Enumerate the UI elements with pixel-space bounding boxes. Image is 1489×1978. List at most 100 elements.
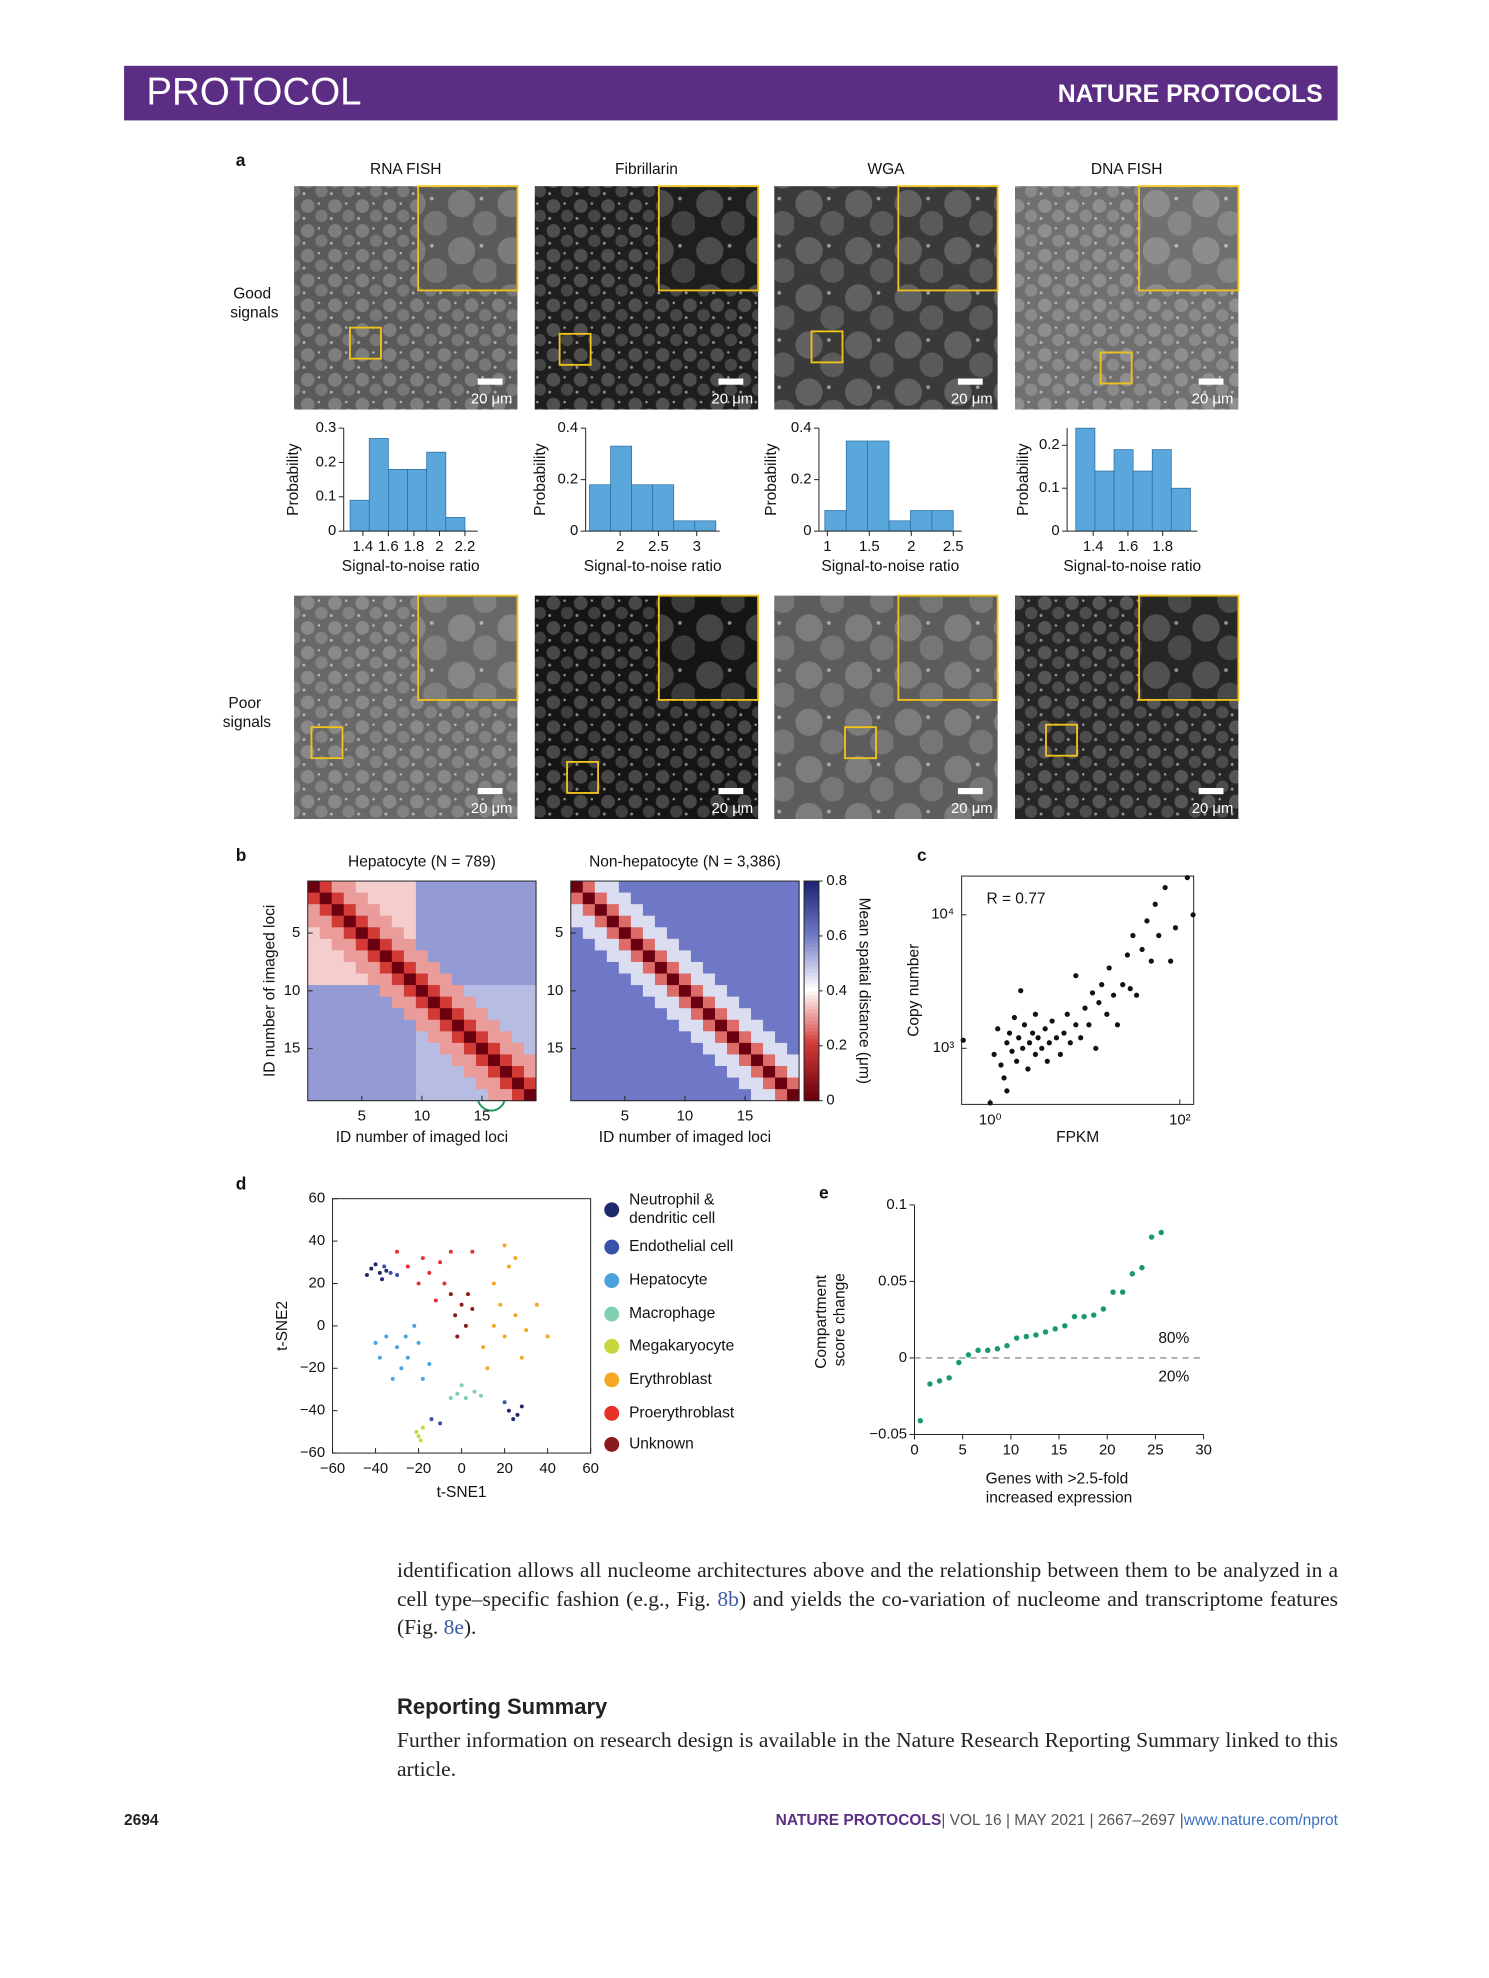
x-tick-label: 20 <box>496 1461 513 1477</box>
heatmap-cell <box>439 1065 453 1079</box>
y-tick-label: 0.05 <box>878 1273 907 1289</box>
heatmap-cell <box>678 950 692 963</box>
column-title: RNA FISH <box>370 161 441 178</box>
heatmap-cell <box>582 973 596 986</box>
heatmap-cell <box>307 1031 321 1044</box>
scatter-point <box>534 1302 539 1307</box>
heatmap-cell <box>570 1077 584 1090</box>
heatmap-cell <box>379 1019 393 1032</box>
paragraph: Further information on research design i… <box>397 1728 1338 1781</box>
x-axis-label: FPKM <box>1056 1129 1099 1146</box>
scatter-point <box>1014 1058 1020 1064</box>
x-tick-label: 2 <box>616 539 624 555</box>
colorbar-segment <box>804 1086 819 1091</box>
x-tick-label: 3 <box>693 539 701 555</box>
heatmap-cell <box>751 996 764 1009</box>
scatter-point <box>502 1334 507 1339</box>
scale-bar-label: 20 μm <box>951 801 993 817</box>
footer-url[interactable]: www.nature.com/nprot <box>1183 1812 1338 1829</box>
heatmap-cell <box>415 904 429 917</box>
heatmap-cell <box>451 1008 465 1021</box>
colorbar-segment <box>804 968 819 974</box>
heatmap-cell <box>666 938 680 951</box>
heatmap-cell <box>403 927 417 940</box>
heatmap-cell <box>524 1065 537 1079</box>
heatmap-cell <box>594 1077 608 1090</box>
heatmap-cell <box>403 1065 417 1079</box>
heatmap-cell <box>642 961 656 975</box>
heatmap-cell <box>512 961 525 975</box>
heatmap-cell <box>702 961 716 975</box>
heatmap-cell <box>427 1065 441 1079</box>
scatter-point <box>1082 1005 1088 1011</box>
heatmap-cell <box>415 915 429 928</box>
scatter-point <box>390 1376 395 1381</box>
heatmap-cell <box>367 881 381 894</box>
roi-box <box>566 760 600 794</box>
scatter-point <box>1089 990 1096 996</box>
heatmap-cell <box>391 1008 405 1021</box>
heatmap-cell <box>512 938 525 951</box>
heatmap-cell <box>690 904 704 917</box>
colorbar-segment <box>804 950 819 955</box>
scatter-point <box>1104 1011 1110 1017</box>
colorbar-segment <box>804 1082 819 1087</box>
y-tick-label: 0 <box>328 523 336 539</box>
scatter-point <box>1148 958 1154 964</box>
figure-link[interactable]: 8b <box>717 1586 739 1611</box>
histogram-bar <box>845 440 869 532</box>
scatter-point <box>1144 918 1150 924</box>
heatmap-cell <box>714 881 728 894</box>
scale-bar <box>718 378 744 385</box>
scatter-point <box>519 1355 524 1360</box>
figure-link[interactable]: 8e <box>443 1615 464 1640</box>
heatmap-cell <box>439 1031 453 1044</box>
heatmap-cell <box>702 938 716 951</box>
histogram-bar <box>610 445 632 532</box>
heatmap-cell <box>606 904 620 917</box>
heatmap-cell <box>427 973 441 986</box>
scatter-point <box>991 1051 997 1058</box>
heatmap-cell <box>787 1008 800 1021</box>
heatmap-cell <box>678 938 692 951</box>
heatmap-cell <box>427 1008 441 1021</box>
heatmap-cell <box>690 1031 704 1044</box>
heatmap-cell <box>524 985 537 998</box>
annotation: R = 0.77 <box>986 891 1045 908</box>
heatmap-cell <box>642 1054 656 1067</box>
heatmap-cell <box>439 938 453 951</box>
heatmap-cell <box>570 1054 584 1067</box>
scatter-point <box>1100 1306 1107 1312</box>
heatmap-cell <box>307 1077 321 1090</box>
heatmap-cell <box>618 1054 632 1067</box>
heatmap-cell <box>702 985 716 998</box>
colorbar-segment <box>804 990 819 996</box>
heatmap-cell <box>427 1077 441 1090</box>
heatmap-cell <box>487 996 501 1009</box>
heatmap-cell <box>487 1054 501 1067</box>
heatmap-cell <box>702 915 716 928</box>
x-tick-label: 10⁰ <box>979 1112 1002 1128</box>
heatmap-cell <box>499 1089 513 1102</box>
heatmap-cell <box>642 1089 656 1102</box>
heatmap-cell <box>606 1089 620 1102</box>
scatter-point <box>395 1249 400 1254</box>
heatmap-cell <box>475 1042 489 1055</box>
heatmap-cell <box>331 996 345 1009</box>
heatmap-cell <box>678 1089 692 1102</box>
heatmap-cell <box>582 1054 596 1067</box>
heatmap-cell <box>391 881 405 894</box>
scatter-point <box>388 1270 393 1275</box>
heatmap-cell <box>487 927 501 940</box>
heatmap-cell <box>678 927 692 940</box>
heatmap-cell <box>618 904 632 917</box>
heatmap-cell <box>678 1054 692 1067</box>
heatmap-cell <box>618 961 632 975</box>
heatmap-cell <box>343 904 357 917</box>
scatter-point <box>433 1298 438 1303</box>
x-axis-label: Genes with >2.5-fold increased expressio… <box>986 1471 1133 1507</box>
heatmap-cell <box>367 950 381 963</box>
heatmap-cell <box>331 904 345 917</box>
heatmap-cell <box>739 1031 752 1044</box>
heatmap-cell <box>739 1054 752 1067</box>
